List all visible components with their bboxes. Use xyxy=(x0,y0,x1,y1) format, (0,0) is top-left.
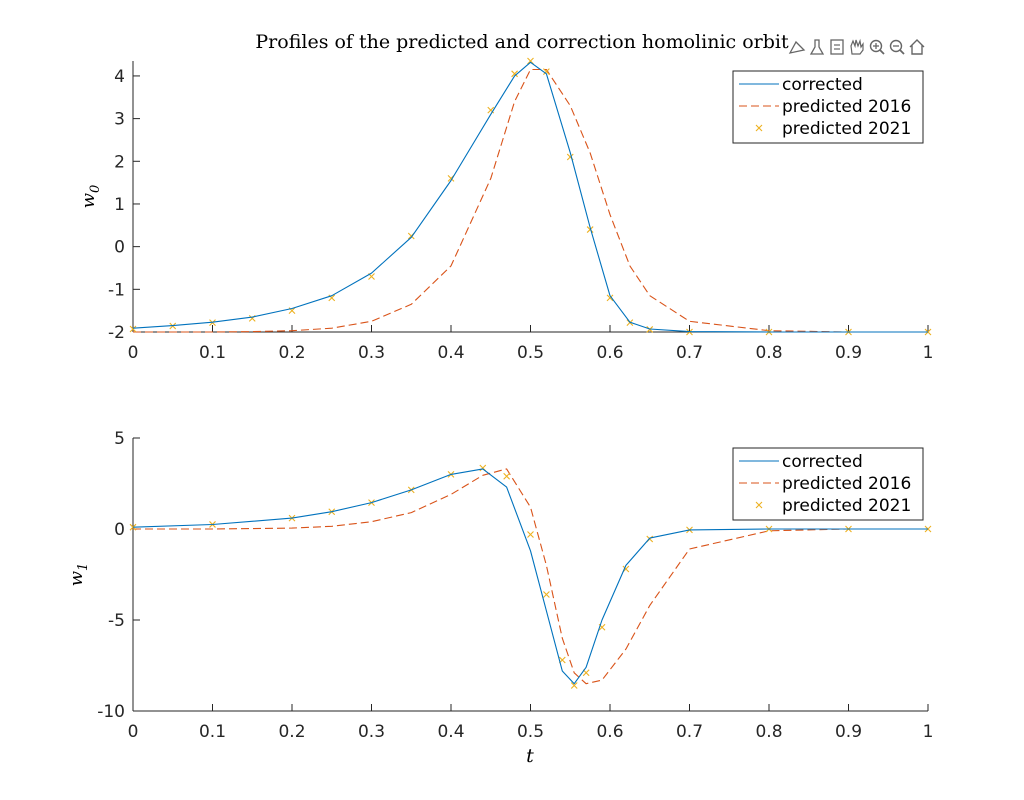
home-shape xyxy=(909,39,925,55)
y-axis-label-subscript: 1 xyxy=(76,563,91,571)
magnifier-lens xyxy=(869,39,883,53)
x-tick-label: 0.3 xyxy=(358,722,385,742)
axes-toolbar xyxy=(788,38,925,55)
data-tips-shape xyxy=(788,40,806,54)
x-tick-label: 0.2 xyxy=(278,722,305,742)
magnifier-lens xyxy=(889,39,903,53)
x-tick-label: 0 xyxy=(128,343,139,363)
data-point-marker xyxy=(527,531,534,538)
y-tick-label: -2 xyxy=(108,323,125,343)
data-point-marker xyxy=(511,70,518,78)
legend-entry-label: predicted 2021 xyxy=(782,496,911,516)
magnifier-handle xyxy=(899,49,905,55)
series-line-predicted-2016 xyxy=(133,68,928,333)
y-tick-label: -1 xyxy=(108,280,125,300)
data-point-marker xyxy=(570,682,578,689)
x-tick-label: 0.8 xyxy=(755,343,782,363)
x-tick-label: 0.7 xyxy=(676,343,703,363)
x-tick-label: 0.3 xyxy=(358,343,385,363)
x-axis-label: t xyxy=(526,745,534,767)
x-tick-label: 0.6 xyxy=(596,722,623,742)
data-point-marker xyxy=(129,325,137,333)
x-tick-label: 0.1 xyxy=(199,722,226,742)
legend-marker xyxy=(755,501,763,509)
y-axis-label: w0 xyxy=(78,185,103,209)
legend-box xyxy=(732,447,924,521)
y-axis-label-base: w xyxy=(78,192,99,208)
zoom-in-icon[interactable] xyxy=(869,39,885,55)
x-tick-label: 0.7 xyxy=(676,722,703,742)
y-axis-label-subscript: 0 xyxy=(88,185,103,193)
x-tick-label: 0.4 xyxy=(437,722,464,742)
legend-entry-label: predicted 2021 xyxy=(782,119,911,139)
y-tick-label: 3 xyxy=(114,110,125,130)
x-tick-label: 0.9 xyxy=(835,343,862,363)
x-tick-label: 0.6 xyxy=(596,343,623,363)
hand-shape xyxy=(850,38,864,55)
series-line-predicted-2016 xyxy=(133,468,928,685)
y-tick-label: 5 xyxy=(114,429,125,449)
y-tick-label: 0 xyxy=(114,520,125,540)
x-tick-label: 1 xyxy=(923,343,934,363)
x-tick-label: 1 xyxy=(923,722,934,742)
legend-entry-label: corrected xyxy=(782,452,863,472)
data-tips-icon[interactable] xyxy=(788,40,806,54)
brush-icon[interactable] xyxy=(809,39,825,55)
y-tick-label: -5 xyxy=(108,611,125,631)
data-point-marker xyxy=(586,226,594,233)
y-tick-label: 0 xyxy=(114,238,125,258)
y-tick-label: 2 xyxy=(114,152,125,172)
chart-title: Profiles of the predicted and correction… xyxy=(255,31,789,53)
y-tick-label: 1 xyxy=(114,195,125,215)
pan-hand-icon[interactable] xyxy=(850,38,864,55)
x-tick-label: 0.2 xyxy=(278,343,305,363)
legend-entry-label: predicted 2016 xyxy=(782,97,911,117)
series-line-corrected xyxy=(132,468,928,685)
export-shape xyxy=(830,39,844,55)
y-tick-label: 4 xyxy=(114,67,125,87)
legend-marker xyxy=(755,124,763,132)
magnifier-handle xyxy=(879,49,885,55)
data-point-marker xyxy=(543,68,550,76)
y-tick-label: -10 xyxy=(97,702,125,722)
data-point-marker xyxy=(606,294,614,302)
x-tick-label: 0.5 xyxy=(517,722,544,742)
x-tick-label: 0.9 xyxy=(835,722,862,742)
plot-w1: 0 0.1 0.2 0.3 0.4 0.5 0.6 0.7 0.8 0.9 1-10-505w1co… xyxy=(66,429,933,742)
data-point-marker xyxy=(543,591,550,598)
x-tick-label: 0.8 xyxy=(755,722,782,742)
y-axis-label-base: w xyxy=(66,570,87,586)
y-axis-label: w1 xyxy=(66,563,91,587)
legend-box xyxy=(732,70,924,144)
series-line-corrected xyxy=(132,61,928,333)
x-tick-label: 0 xyxy=(128,722,139,742)
legend-entry-label: predicted 2016 xyxy=(782,474,911,494)
x-tick-label: 0.1 xyxy=(199,343,226,363)
data-point-marker xyxy=(503,472,511,480)
data-point-marker xyxy=(527,57,534,65)
legend-entry-label: corrected xyxy=(782,75,863,95)
x-tick-label: 0.4 xyxy=(437,343,464,363)
x-tick-label: 0.5 xyxy=(517,343,544,363)
series-predicted-2021 xyxy=(129,57,932,336)
home-icon[interactable] xyxy=(909,39,925,55)
plot-w0: 0 0.1 0.2 0.3 0.4 0.5 0.6 0.7 0.8 0.9 1-2-101234w0… xyxy=(78,57,934,363)
brush-shape xyxy=(809,39,825,55)
export-icon[interactable] xyxy=(830,39,844,55)
zoom-out-icon[interactable] xyxy=(889,39,905,55)
